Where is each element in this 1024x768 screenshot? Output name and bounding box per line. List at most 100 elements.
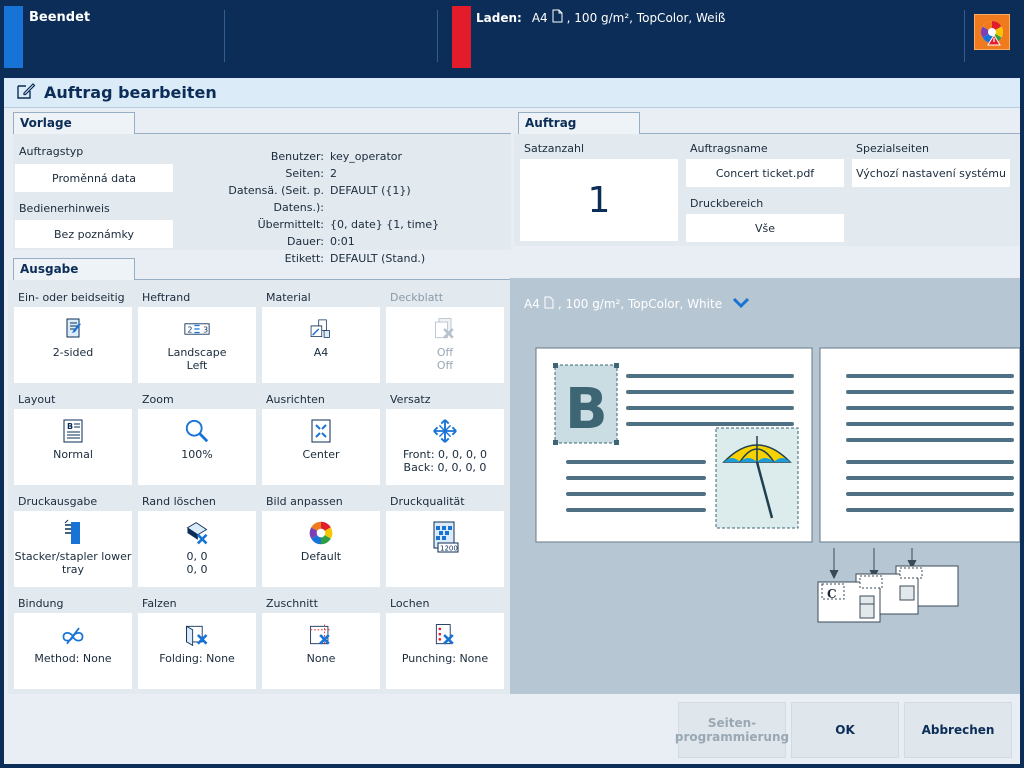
druckbereich-label: Druckbereich xyxy=(690,197,764,210)
info-row: Datensä. (Seit. p. Datens.): DEFAULT ({1}… xyxy=(180,182,439,216)
tile-label: Lochen xyxy=(390,597,430,610)
druckbereich-field[interactable]: Vše xyxy=(686,214,844,242)
preview-paper-details: , 100 g/m², TopColor, White xyxy=(557,297,723,311)
duplex-tile[interactable]: 2-sided xyxy=(14,307,132,383)
print-preview: A4 , 100 g/m², TopColor, White B xyxy=(510,278,1020,694)
layout-tile[interactable]: B Normal xyxy=(14,409,132,485)
trimming-tile[interactable]: None xyxy=(262,613,380,689)
print-quality-1200-icon: 1200 xyxy=(430,520,460,554)
dialog-footer: Seiten-programmierung OK Abbrechen xyxy=(4,694,1020,764)
tile-label: Heftrand xyxy=(142,291,191,304)
auftragstyp-field[interactable]: Proměnná data xyxy=(15,164,173,192)
vorlage-panel: Auftragstyp Proměnná data Bedienerhinwei… xyxy=(13,134,511,250)
info-row: Benutzer: key_operator xyxy=(180,148,439,165)
info-value: 2 xyxy=(330,167,337,180)
status-bar: Beendet Laden: A4 , 100 g/m², TopColor, … xyxy=(0,0,1024,76)
cover-off-icon xyxy=(432,316,458,342)
media-tile[interactable]: A4 xyxy=(262,307,380,383)
tile-value-2: 0, 0 xyxy=(186,563,208,576)
tile-value: Default xyxy=(300,550,342,563)
svg-text:3: 3 xyxy=(203,325,208,334)
edit-job-icon xyxy=(16,82,36,104)
spezialseiten-field[interactable]: Výchozí nastavení systému xyxy=(852,159,1010,187)
tile-label: Druckqualität xyxy=(390,495,465,508)
zoom-tile[interactable]: 100% xyxy=(138,409,256,485)
edge-erase-tile[interactable]: 0, 0 0, 0 xyxy=(138,511,256,587)
align-tile[interactable]: Center xyxy=(262,409,380,485)
info-key: Seiten: xyxy=(285,167,324,180)
duplex-icon xyxy=(60,316,86,342)
tab-ausgabe[interactable]: Ausgabe xyxy=(13,258,135,280)
print-quality-tile[interactable]: 1200 xyxy=(386,511,504,587)
tile-value: 0, 0 xyxy=(186,550,208,563)
tile-value: Normal xyxy=(53,448,93,461)
info-key: Übermittelt: xyxy=(257,218,324,231)
output-tile[interactable]: Stacker/stapler lower tray xyxy=(14,511,132,587)
preview-paper-size: A4 xyxy=(524,297,540,311)
divider xyxy=(964,10,965,62)
tile-value: Landscape xyxy=(167,346,227,359)
spezialseiten-label: Spezialseiten xyxy=(856,142,929,155)
info-row: Dauer: 0:01 xyxy=(180,233,439,250)
job-info-list: Benutzer: key_operator Seiten: 2 Datensä. … xyxy=(180,148,439,267)
tile-label: Ausrichten xyxy=(266,393,325,406)
layout-icon: B xyxy=(60,418,86,444)
cancel-button[interactable]: Abbrechen xyxy=(904,702,1012,758)
info-value: key_operator xyxy=(330,150,403,163)
folding-icon xyxy=(184,622,210,648)
tab-auftrag[interactable]: Auftrag xyxy=(518,112,640,134)
punching-tile[interactable]: Punching: None xyxy=(386,613,504,689)
divider xyxy=(135,133,511,134)
tile-value: Stacker/stapler lower xyxy=(14,550,132,563)
load-media-info[interactable]: Laden: A4 , 100 g/m², TopColor, Weiß xyxy=(476,9,725,26)
svg-text:B: B xyxy=(67,422,73,431)
tile-value: Front: 0, 0, 0, 0 xyxy=(403,448,487,461)
shift-tile[interactable]: Front: 0, 0, 0, 0 Back: 0, 0, 0, 0 xyxy=(386,409,504,485)
info-key: Benutzer: xyxy=(270,150,324,163)
zoom-icon xyxy=(184,418,210,444)
job-status-text: Beendet xyxy=(29,10,91,25)
shift-icon xyxy=(432,418,458,444)
auftrag-panel: Satzanzahl 1 Auftragsname Concert ticket… xyxy=(514,134,1020,246)
auftragstyp-label: Auftragstyp xyxy=(19,145,84,158)
stacker-icon xyxy=(60,519,86,546)
color-wheel-warning-icon[interactable] xyxy=(974,14,1010,50)
folding-tile[interactable]: Folding: None xyxy=(138,613,256,689)
auftragsname-field[interactable]: Concert ticket.pdf xyxy=(686,159,844,187)
tab-vorlage[interactable]: Vorlage xyxy=(13,112,135,134)
load-size: A4 xyxy=(531,10,548,25)
ok-button[interactable]: OK xyxy=(791,702,899,758)
status-indicator-blue xyxy=(4,6,23,68)
tile-label: Deckblatt xyxy=(390,291,444,304)
edge-erase-icon xyxy=(184,520,210,546)
tile-label: Bild anpassen xyxy=(266,495,343,508)
tile-value: Off xyxy=(436,346,454,359)
load-details: , 100 g/m², TopColor, Weiß xyxy=(566,10,726,25)
tile-label: Druckausgabe xyxy=(18,495,98,508)
svg-text:B: B xyxy=(565,377,608,442)
svg-text:C: C xyxy=(827,587,837,601)
image-adjust-tile[interactable]: Default xyxy=(262,511,380,587)
bedienerhinweis-field[interactable]: Bez poznámky xyxy=(15,220,173,248)
info-key: Datensä. (Seit. p. Datens.): xyxy=(228,184,324,214)
tile-label: Rand löschen xyxy=(142,495,216,508)
svg-text:1200: 1200 xyxy=(440,545,458,553)
satzanzahl-field[interactable]: 1 xyxy=(520,159,678,241)
page-programming-button[interactable]: Seiten-programmierung xyxy=(675,702,789,758)
tile-label: Ein- oder beidseitig xyxy=(18,291,125,304)
info-row: Übermittelt: {0, date} {1, time} xyxy=(180,216,440,233)
binding-tile[interactable]: Method: None xyxy=(14,613,132,689)
align-center-icon xyxy=(308,418,334,444)
tile-value: None xyxy=(306,652,336,665)
svg-text:2: 2 xyxy=(187,325,192,334)
tile-value-2: Back: 0, 0, 0, 0 xyxy=(403,461,487,474)
divider xyxy=(640,133,1020,134)
info-value: DEFAULT ({1}) xyxy=(330,184,411,197)
info-row: Seiten: 2 xyxy=(180,165,439,182)
dialog-title: Auftrag bearbeiten xyxy=(44,83,217,102)
dialog-title-bar: Auftrag bearbeiten xyxy=(4,78,1020,108)
tile-label: Versatz xyxy=(390,393,431,406)
info-row: Etikett: DEFAULT (Stand.) xyxy=(180,250,439,267)
preview-media-selector[interactable]: A4 , 100 g/m², TopColor, White xyxy=(524,296,750,312)
